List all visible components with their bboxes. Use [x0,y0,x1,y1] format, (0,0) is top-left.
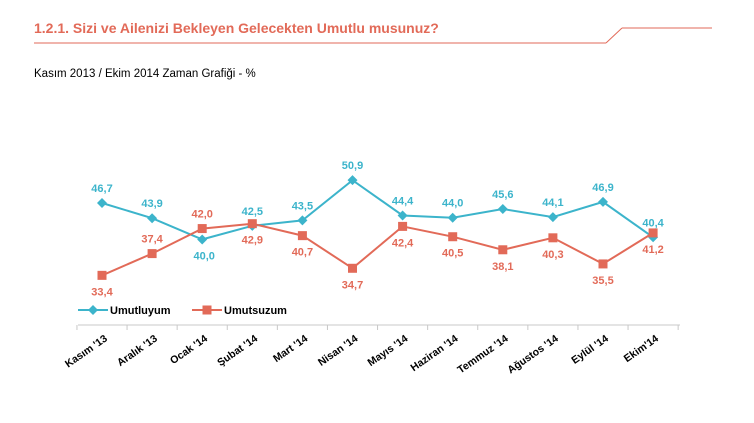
data-label: 37,4 [141,234,163,246]
x-tick-label: Mayıs '14 [366,333,411,369]
data-point [497,203,508,214]
x-tick-label: Eylül '14 [569,333,611,367]
data-point [448,232,458,242]
data-label: 40,0 [193,250,214,262]
data-point [247,219,257,229]
data-point [147,213,158,224]
data-label: 43,5 [292,200,313,212]
x-tick-label: Ağustos '14 [505,333,560,377]
legend-label: Umutsuzum [224,305,287,317]
data-point [147,249,157,259]
data-point [648,228,658,238]
data-point [598,259,608,269]
chart-subtitle: Kasım 2013 / Ekim 2014 Zaman Grafiği - % [34,68,256,80]
series-markers [97,175,659,280]
data-label: 43,9 [141,198,162,210]
data-label: 42,5 [242,206,263,218]
x-tick-label: Şubat '14 [215,333,260,369]
data-label: 38,1 [492,261,513,273]
data-point [398,221,408,231]
data-point [197,234,208,245]
x-tick-label: Ocak '14 [168,333,210,367]
data-label: 50,9 [342,160,363,172]
series-line-umutluyum [101,178,654,241]
x-tick-label: Aralık '13 [115,333,160,369]
x-tick-label: Temmuz '14 [455,333,510,377]
data-label: 42,0 [191,209,212,221]
x-tick-label: Kasım '13 [63,333,110,371]
data-point [297,215,308,226]
data-point [97,270,107,280]
x-tick-label: Ekim'14 [622,333,661,365]
legend-marker [202,305,212,315]
x-tick-label: Nisan '14 [316,333,360,369]
data-label: 42,4 [392,237,414,249]
data-label: 45,6 [492,189,513,201]
header-rule [34,27,712,44]
section-title: 1.2.1. Sizi ve Ailenizi Bekleyen Gelecek… [34,20,439,36]
data-label: 46,9 [592,182,613,194]
data-point [547,212,558,223]
data-label: 46,7 [91,183,112,195]
data-label: 40,5 [442,248,463,260]
data-label: 40,4 [642,217,664,229]
legend: Umutluyum Umutsuzum [78,305,287,317]
x-axis-ticks [76,325,679,330]
data-label: 42,9 [242,235,263,247]
series-line-umutsuzum [101,222,654,277]
data-label: 35,5 [592,275,613,287]
legend-label: Umutluyum [110,305,171,317]
data-label: 44,0 [442,198,463,210]
data-label: 44,1 [542,197,563,209]
data-label: 40,7 [292,247,313,259]
data-label: 41,2 [642,244,663,256]
data-point [498,245,508,255]
data-point [348,263,357,273]
x-tick-labels: Kasım '13 Aralık '13 Ocak '14 Şubat '14 Mart… [63,333,661,377]
data-point [397,210,408,221]
data-point [197,224,207,234]
series-lines [101,178,654,277]
x-tick-label: Haziran '14 [408,333,460,374]
data-point [548,233,558,243]
data-label: 33,4 [91,286,113,298]
x-tick-label: Mart '14 [271,333,310,365]
data-point [447,212,458,223]
data-label: 40,3 [542,249,563,261]
data-point [297,231,307,241]
data-labels: 46,7 43,9 40,0 42,5 43,5 50,9 44,4 44,0 45,6 44,1… [91,160,664,298]
data-point [598,196,608,207]
data-point [97,198,107,208]
data-label: 34,7 [342,279,363,291]
legend-marker [88,305,98,315]
data-point [347,175,358,186]
data-label: 44,4 [392,196,414,208]
